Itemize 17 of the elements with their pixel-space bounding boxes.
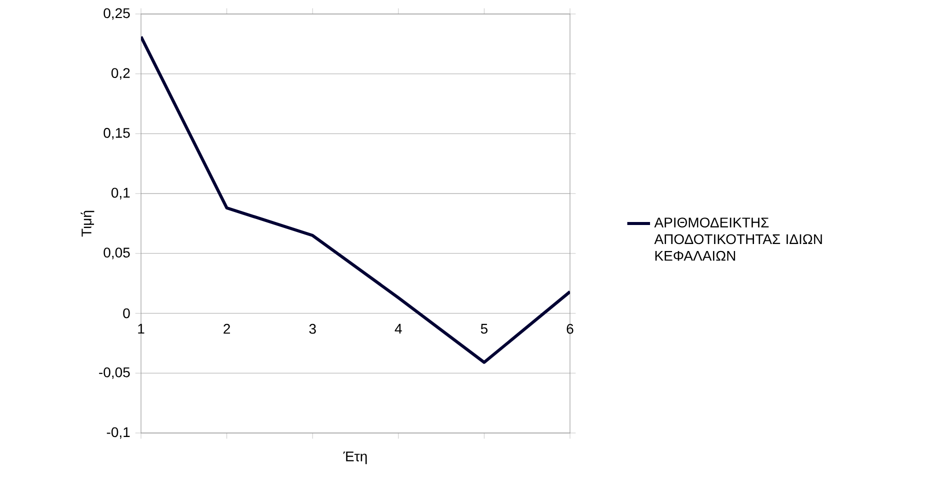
y-tick-label: -0,1 (106, 427, 130, 439)
legend-label: ΑΡΙΘΜΟΔΕΙΚΤΗΣ ΑΠΟΔΟΤΙΚΟΤΗΤΑΣ ΙΔΙΩΝ ΚΕΦΑΛΑΙΩΝ (654, 218, 822, 261)
y-tick-label: 0 (123, 308, 130, 318)
x-tick-label: 3 (309, 324, 316, 334)
y-tick-label: 0,05 (104, 248, 130, 260)
x-tick-label: 4 (394, 324, 402, 334)
y-tick-label: 0,15 (104, 128, 130, 140)
y-tick-label: 0,25 (104, 8, 130, 20)
x-tick-label: 5 (480, 324, 488, 334)
y-axis-title: Τιμή (80, 210, 94, 237)
x-axis-title: Έτη (343, 452, 367, 464)
y-tick-label: -0,05 (99, 367, 130, 379)
x-tick-label: 2 (224, 324, 230, 334)
x-tick-label: 1 (138, 324, 144, 334)
x-tick-label: 6 (566, 324, 574, 334)
y-tick-label: 0,2 (111, 68, 130, 80)
y-tick-label: 0,1 (111, 188, 130, 200)
